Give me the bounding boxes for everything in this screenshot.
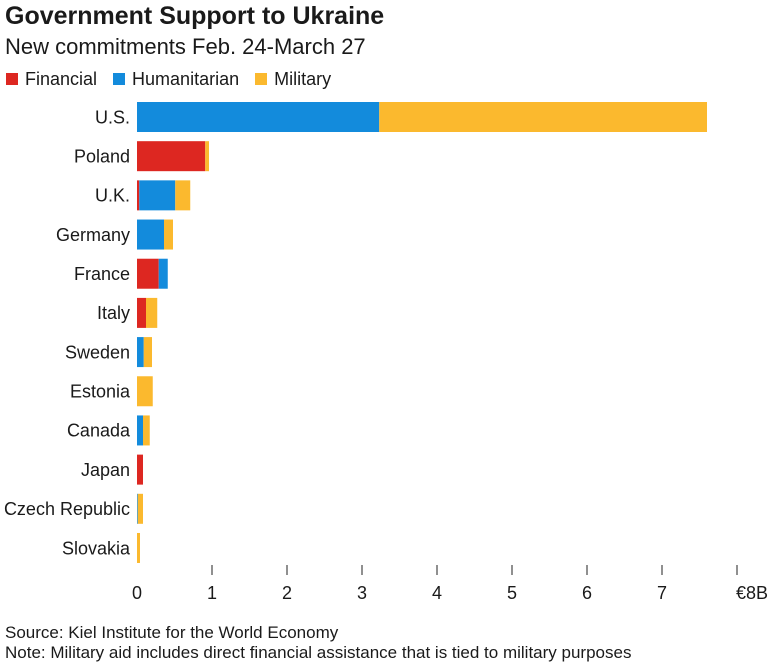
legend-swatch-humanitarian bbox=[113, 73, 126, 85]
bar-sweden-humanitarian bbox=[137, 337, 144, 368]
x-tick-label: 0 bbox=[132, 583, 142, 603]
category-label-canada: Canada bbox=[67, 421, 131, 441]
category-label-czech-republic: Czech Republic bbox=[4, 499, 130, 519]
bar-sweden-military bbox=[143, 337, 152, 368]
bar-germany-military bbox=[164, 219, 173, 250]
legend-item-military: Military bbox=[255, 68, 331, 90]
category-label-france: France bbox=[74, 264, 130, 284]
bar-japan-financial bbox=[137, 454, 143, 485]
x-tick-label: 3 bbox=[357, 583, 367, 603]
footnote: Note: Military aid includes direct finan… bbox=[5, 643, 632, 662]
x-tick-label: €8B bbox=[736, 583, 768, 603]
bar-u-s-military bbox=[379, 102, 707, 132]
legend: Financial Humanitarian Military bbox=[6, 68, 347, 90]
bar-czech-republic-humanitarian bbox=[137, 493, 138, 524]
bar-u-s-humanitarian bbox=[137, 102, 380, 132]
x-tick-label: 6 bbox=[582, 583, 592, 603]
chart-subtitle: New commitments Feb. 24-March 27 bbox=[5, 34, 366, 59]
x-tick-label: 2 bbox=[282, 583, 292, 603]
x-axis: 0 1 2 3 4 5 6 7 €8B bbox=[132, 565, 768, 603]
x-tick-label: 4 bbox=[432, 583, 442, 603]
legend-swatch-financial bbox=[6, 73, 18, 85]
bar-czech-republic-military bbox=[137, 493, 143, 524]
x-tick-label: 7 bbox=[657, 583, 667, 603]
legend-item-humanitarian: Humanitarian bbox=[113, 68, 239, 90]
chart-title: Government Support to Ukraine bbox=[5, 2, 385, 30]
legend-label-financial: Financial bbox=[25, 69, 98, 89]
legend-label-military: Military bbox=[274, 69, 332, 89]
bar-italy-financial bbox=[137, 297, 146, 328]
category-label-sweden: Sweden bbox=[65, 342, 130, 362]
category-label-germany: Germany bbox=[56, 225, 130, 245]
category-label-poland: Poland bbox=[74, 146, 130, 166]
x-tick-label: 5 bbox=[507, 583, 517, 603]
bar-france-humanitarian bbox=[158, 258, 168, 289]
bar-u-k-humanitarian bbox=[139, 180, 176, 211]
x-tick-label: 1 bbox=[207, 583, 217, 603]
bar-poland-financial bbox=[137, 141, 206, 172]
legend-swatch-military bbox=[255, 73, 268, 85]
bar-u-k-financial bbox=[137, 180, 140, 211]
bars-group bbox=[137, 102, 707, 563]
source-note: Source: Kiel Institute for the World Eco… bbox=[5, 623, 339, 642]
bar-italy-military bbox=[146, 297, 158, 328]
category-label-u-s: U.S. bbox=[95, 107, 130, 127]
bar-u-k-military bbox=[175, 180, 191, 211]
bar-germany-humanitarian bbox=[137, 219, 164, 250]
legend-label-humanitarian: Humanitarian bbox=[132, 69, 240, 89]
bar-slovakia-military bbox=[137, 532, 140, 563]
category-label-estonia: Estonia bbox=[70, 382, 131, 402]
legend-item-financial: Financial bbox=[6, 68, 97, 90]
bar-canada-humanitarian bbox=[137, 415, 143, 446]
category-label-slovakia: Slovakia bbox=[62, 538, 131, 558]
category-label-u-k: U.K. bbox=[95, 186, 130, 206]
bar-poland-military bbox=[205, 141, 209, 172]
bar-france-financial bbox=[137, 258, 159, 289]
bar-estonia-military bbox=[137, 376, 153, 407]
stacked-bar-chart: U.S. Poland U.K. Germany France Italy Sweden Es… bbox=[4, 102, 768, 603]
category-label-japan: Japan bbox=[81, 460, 130, 480]
category-label-italy: Italy bbox=[97, 303, 130, 323]
category-labels: U.S. Poland U.K. Germany France Italy Sweden Es… bbox=[4, 107, 131, 558]
bar-canada-military bbox=[143, 415, 150, 446]
